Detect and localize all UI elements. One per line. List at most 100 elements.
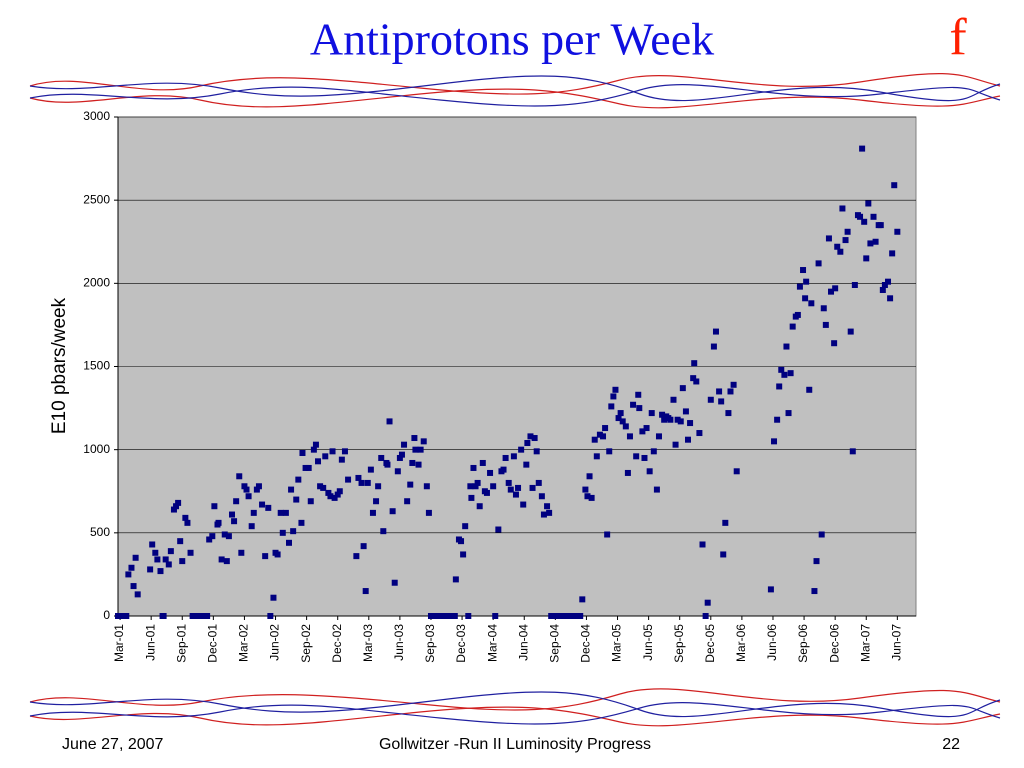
point [767,586,774,593]
point [674,416,681,423]
x-tick-label: Mar-02 [237,624,251,662]
point [624,469,631,476]
point [317,483,324,490]
point [378,454,385,461]
point [889,250,896,257]
point [307,498,314,505]
point [733,468,740,475]
point [785,410,792,417]
point [384,461,391,468]
x-tick-label: Jun-02 [268,624,282,661]
x-tick-label: Mar-04 [485,624,499,662]
point [179,558,186,565]
point [364,479,371,486]
point [250,509,257,516]
point [781,371,788,378]
x-tick-label: Dec-03 [454,624,468,663]
point [409,459,416,466]
point [523,461,530,468]
point [822,321,829,328]
point [832,285,839,292]
point [336,488,343,495]
point [325,489,332,496]
point [128,564,135,571]
x-tick-label: Sep-03 [423,624,437,663]
point [774,416,781,423]
point [423,483,430,490]
point [699,541,706,548]
point [130,583,137,590]
point [857,213,864,220]
point [245,493,252,500]
x-tick-label: Jun-06 [765,624,779,661]
point [608,403,615,410]
point [881,281,888,288]
point [502,454,509,461]
point [707,396,714,403]
point [468,494,475,501]
point [677,418,684,425]
point [828,288,835,295]
point [619,418,626,425]
point [236,473,243,480]
point [386,418,393,425]
point [398,451,405,458]
point [152,549,159,556]
x-tick-label: Sep-02 [299,624,313,663]
point [879,286,886,293]
y-tick-label: 0 [103,608,110,622]
point [730,381,737,388]
point [722,519,729,526]
point [404,498,411,505]
x-tick-label: Jun-07 [890,624,904,661]
point [341,448,348,455]
point [870,213,877,220]
point [778,366,785,373]
point [279,529,286,536]
point [572,613,579,619]
beam-line [29,706,1001,727]
x-tick-label: Mar-06 [734,624,748,662]
point [636,405,643,412]
beam-line [29,84,1001,107]
point [783,343,790,350]
y-tick-label: 1500 [83,359,110,373]
point [243,486,250,493]
point [467,483,474,490]
point [891,182,898,189]
point [401,441,408,448]
footer-date: June 27, 2007 [62,736,164,753]
point [803,278,810,285]
point [430,613,437,619]
point [696,430,703,437]
point [435,613,442,619]
point [167,548,174,555]
point [241,483,248,490]
x-tick-label: Dec-04 [579,624,593,663]
point [474,479,481,486]
point [299,449,306,456]
point [460,551,467,558]
point [512,491,519,498]
point [255,483,262,490]
point [533,448,540,455]
x-tick-label: Sep-01 [174,624,188,663]
point [483,489,490,496]
point [863,255,870,262]
point [259,501,266,508]
point [586,473,593,480]
point [206,536,213,543]
point [154,556,161,563]
point [248,523,255,530]
point [476,503,483,510]
point [120,613,127,619]
x-tick-label: Mar-07 [858,624,872,662]
point [776,383,783,390]
point [267,613,274,619]
point [615,415,622,422]
x-tick-label: Mar-03 [361,624,375,662]
point [887,295,894,302]
point [505,479,512,486]
point [134,591,141,598]
point [693,378,700,385]
